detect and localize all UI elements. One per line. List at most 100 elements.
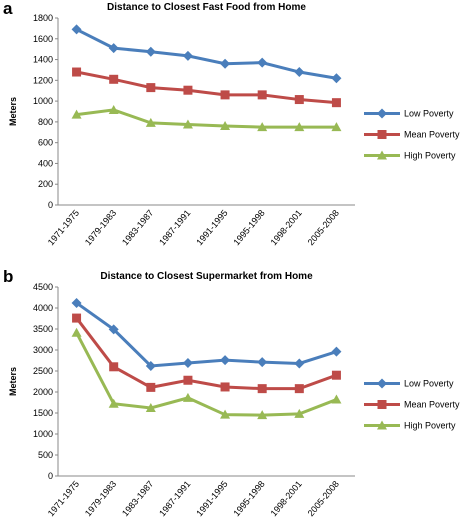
marker [257,122,268,132]
y-tick-label: 1400 [33,55,53,65]
x-tick-label: 1979-1983 [83,208,118,247]
marker [183,375,193,385]
y-tick-label: 1800 [33,13,53,23]
marker [71,109,82,119]
marker [108,43,119,54]
x-tick-label: 1998-2001 [269,208,304,247]
marker [71,327,82,337]
marker [72,313,82,323]
marker [257,384,267,394]
x-tick-label: 1991-1995 [194,208,229,247]
marker [331,98,341,108]
marker [71,297,82,308]
marker [377,108,387,119]
marker [182,392,193,402]
marker [220,121,231,131]
marker [220,382,230,392]
marker [146,382,156,392]
marker [145,360,156,371]
marker [294,358,305,369]
series-line [75,317,337,391]
marker [182,50,193,61]
marker [331,370,341,380]
series-line [75,301,337,368]
marker [294,95,304,105]
y-axis-label: Meters [8,97,18,126]
y-tick-label: 3000 [33,345,53,355]
x-tick-label: 1971-1975 [46,208,81,247]
x-tick-label: 1991-1995 [194,479,229,518]
marker [108,104,119,114]
x-tick-label: 2005-2008 [306,208,341,247]
y-tick-label: 1500 [33,408,53,418]
marker [257,410,268,420]
legend-label: Low Poverty [404,109,454,119]
y-tick-label: 3500 [33,324,53,334]
x-tick-label: 1998-2001 [269,479,304,518]
y-tick-label: 1000 [33,429,53,439]
series-line [75,332,337,417]
marker [377,378,387,389]
marker [220,355,231,366]
marker [108,324,119,335]
y-tick-label: 4500 [33,282,53,292]
marker [220,90,230,100]
marker [146,83,156,93]
y-tick-label: 400 [38,158,53,168]
marker [377,420,387,430]
legend-label: Low Poverty [404,379,454,389]
x-tick-label: 1987-1991 [157,208,192,247]
x-tick-label: 1979-1983 [83,479,118,518]
legend-label: High Poverty [404,421,456,431]
x-tick-label: 1995-1998 [231,479,266,518]
y-tick-label: 500 [38,450,53,460]
y-tick-label: 200 [38,179,53,189]
legend-label: High Poverty [404,151,456,161]
marker [294,408,305,418]
marker [182,358,193,369]
marker [331,394,342,404]
marker [257,357,268,368]
chart-title: Distance to Closest Fast Food from Home [107,2,306,13]
series-line [76,70,337,105]
panel-label: a [3,0,13,18]
marker [71,24,82,35]
marker [377,150,387,160]
marker [294,122,305,132]
marker [109,362,119,372]
series-line [76,108,337,129]
marker [182,119,193,129]
y-tick-label: 0 [48,471,53,481]
series-line [75,28,337,80]
x-tick-label: 1983-1987 [120,479,155,518]
marker [108,398,119,408]
marker [331,122,342,132]
marker [294,67,305,78]
marker [331,346,342,357]
y-tick-label: 0 [48,200,53,210]
marker [145,402,156,412]
x-tick-label: 1995-1998 [231,208,266,247]
x-tick-label: 2005-2008 [306,479,341,518]
marker [220,58,231,69]
y-tick-label: 1000 [33,96,53,106]
chart-title: Distance to Closest Supermarket from Hom… [100,271,313,282]
marker [72,67,82,77]
marker [294,384,304,394]
marker [220,409,231,419]
y-tick-label: 600 [38,138,53,148]
marker [377,400,387,409]
marker [257,90,267,100]
x-tick-label: 1987-1991 [157,479,192,518]
marker [109,74,119,84]
marker [183,85,193,95]
marker [145,46,156,57]
x-tick-label: 1971-1975 [46,479,81,518]
y-axis-label: Meters [8,367,18,396]
marker [377,130,387,139]
y-tick-label: 1200 [33,75,53,85]
y-tick-label: 800 [38,117,53,127]
marker [257,57,268,68]
y-tick-label: 2000 [33,387,53,397]
